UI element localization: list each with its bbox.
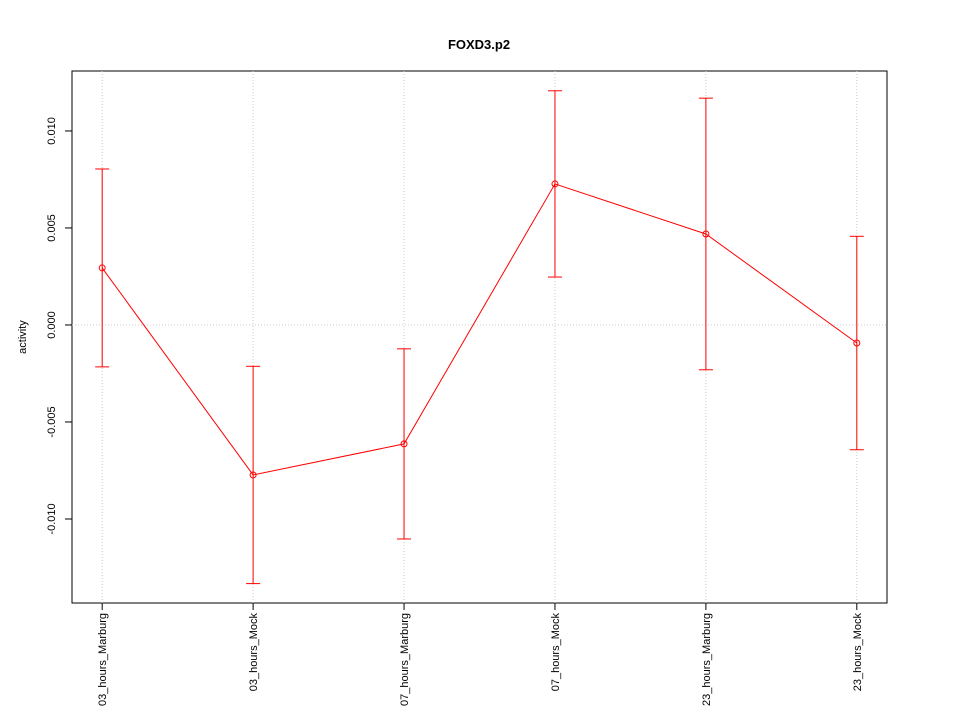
x-tick-label: 03_hours_Marburg [97, 613, 109, 706]
point [249, 471, 257, 479]
point [551, 180, 559, 188]
point [853, 339, 861, 347]
y-tick-label: 0.000 [46, 311, 58, 339]
x-tick-label: 07_hours_Mock [550, 613, 562, 692]
x-tick-label: 23_hours_Mock [852, 613, 864, 692]
chart-title: FOXD3.p2 [448, 37, 510, 52]
y-axis-label: activity [17, 320, 29, 354]
x-tick-label: 23_hours_Marburg [701, 613, 713, 706]
series-line [101, 183, 858, 476]
point [400, 440, 408, 448]
point [702, 230, 710, 238]
point [98, 264, 106, 272]
plot-frame [71, 70, 888, 604]
x-tick-label: 07_hours_Marburg [399, 613, 411, 706]
y-tick-label: 0.005 [46, 214, 58, 242]
x-tick-label: 03_hours_Mock [248, 613, 260, 692]
y-tick-label: -0.005 [46, 406, 58, 437]
y-tick-label: -0.010 [46, 503, 58, 534]
y-tick-label: 0.010 [46, 117, 58, 145]
